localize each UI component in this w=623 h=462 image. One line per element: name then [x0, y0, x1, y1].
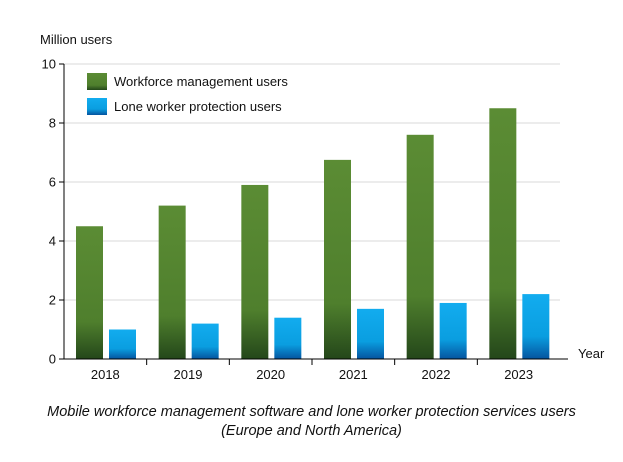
- y-tick-label-2: 2: [49, 293, 56, 308]
- bar-workforce-2022: [406, 134, 434, 359]
- x-tick-label-2018: 2018: [91, 367, 120, 382]
- y-tick-label-0: 0: [49, 352, 56, 367]
- bar-workforce-2019: [158, 205, 186, 359]
- bar-workforce-2018: [76, 226, 103, 359]
- legend: Workforce management users Lone worker pr…: [87, 73, 288, 115]
- bar-lone-worker-2021: [357, 308, 384, 359]
- bar-workforce-2021: [324, 159, 351, 359]
- x-tick-label-2021: 2021: [339, 367, 368, 382]
- x-tick-label-2023: 2023: [504, 367, 533, 382]
- y-axis-title: Million users: [40, 32, 113, 47]
- y-tick-label-4: 4: [49, 234, 56, 249]
- bars: [76, 108, 550, 359]
- x-axis-title: Year: [578, 346, 605, 361]
- legend-label-workforce: Workforce management users: [114, 74, 288, 89]
- chart-caption: Mobile workforce management software and…: [47, 404, 576, 439]
- bar-lone-worker-2018: [109, 329, 136, 359]
- bar-lone-worker-2020: [274, 317, 302, 359]
- x-tick-label-2022: 2022: [422, 367, 451, 382]
- bar-lone-worker-2019: [191, 323, 219, 359]
- y-tick-label-10: 10: [42, 57, 56, 72]
- x-tick-label-2020: 2020: [256, 367, 285, 382]
- bar-lone-worker-2023: [522, 294, 550, 359]
- bar-lone-worker-2022: [439, 302, 467, 359]
- legend-label-lone-worker: Lone worker protection users: [114, 99, 282, 114]
- legend-swatch-workforce: [87, 73, 107, 90]
- bar-workforce-2023: [489, 108, 517, 359]
- bar-workforce-2020: [241, 184, 269, 359]
- legend-swatch-lone-worker: [87, 98, 107, 115]
- y-tick-label-8: 8: [49, 116, 56, 131]
- gridlines: [64, 63, 560, 301]
- x-tick-label-2019: 2019: [174, 367, 203, 382]
- y-tick-label-6: 6: [49, 175, 56, 190]
- axes: 0 2 4 6 8 10 2018 2019 2020 2021 2022 2023: [42, 57, 568, 382]
